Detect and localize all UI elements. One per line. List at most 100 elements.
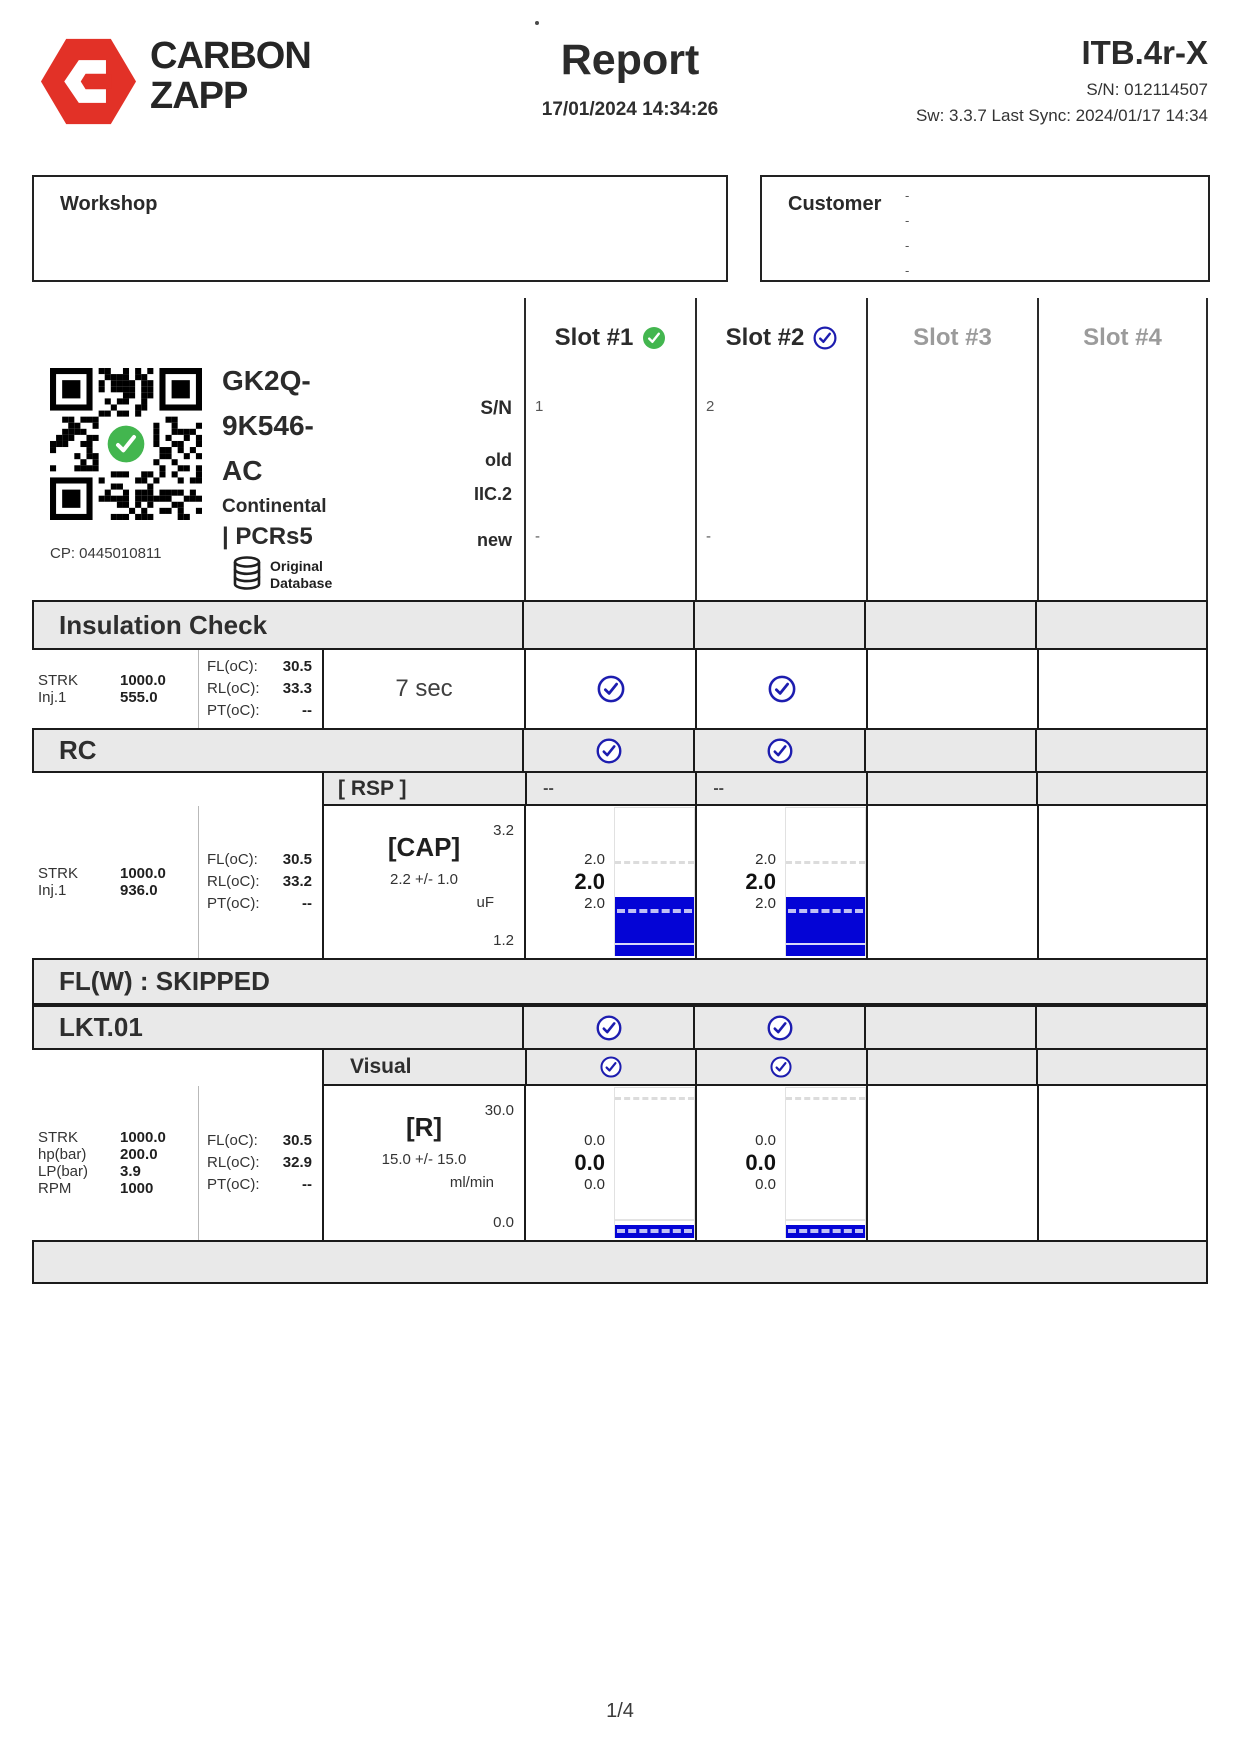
customer-dash: - xyxy=(905,263,910,278)
device-serial: S/N: 012114507 xyxy=(1086,80,1208,99)
rc-slot4-reading xyxy=(1037,806,1208,958)
section-bar-flw: FL(W) : SKIPPED xyxy=(32,958,1208,1005)
slot1-pass-check-icon xyxy=(642,326,666,350)
bar-slot4-cell xyxy=(1035,1007,1206,1048)
check-pass-icon xyxy=(767,1015,793,1041)
section-title: FL(W) : SKIPPED xyxy=(59,966,270,996)
measurement-gauge xyxy=(785,807,866,956)
rsp-slot2-value: -- xyxy=(713,779,724,797)
part-code-line: 9K546- xyxy=(222,410,314,441)
insulation-slot2-result xyxy=(695,650,866,728)
param-label: Inj.1 xyxy=(38,689,67,706)
rc-temps: FL(oC): 30.5 RL(oC): 33.2 PT(oC): -- xyxy=(198,806,322,958)
visual-label: Visual xyxy=(350,1055,412,1078)
slot2-sn-value: 2 xyxy=(706,398,715,415)
measurement-gauge xyxy=(614,807,695,956)
slot2-header-cell: Slot #2 2 - xyxy=(695,298,866,600)
table-bottom-band xyxy=(32,1240,1208,1284)
bar-slot3-cell xyxy=(864,1007,1035,1048)
rsp-slot1-value-cell: -- xyxy=(525,773,695,804)
scale-max: 3.2 xyxy=(493,822,514,839)
reading-numbers: 0.0 0.0 0.0 xyxy=(697,1086,785,1240)
lkt-data-row: STRK 1000.0 hp(bar) 200.0 LP(bar) 3.9 RPM 10… xyxy=(32,1086,1208,1240)
part-qr-code xyxy=(50,368,202,520)
db-label-line: Original xyxy=(270,558,323,574)
temp-value: 30.5 xyxy=(282,1132,312,1149)
slot3-label: Slot #3 xyxy=(913,324,992,351)
section-title: RC xyxy=(59,735,97,765)
customer-empty-fields: - - - - xyxy=(905,183,909,283)
brand-name: CARBON ZAPP xyxy=(150,36,312,116)
slot3-header-cell: Slot #3 xyxy=(866,298,1037,600)
device-sw-sync: Sw: 3.3.7 Last Sync: 2024/01/17 14:34 xyxy=(915,106,1208,125)
param-label: STRK xyxy=(38,1129,79,1146)
param-value: 3.9 xyxy=(120,1163,141,1180)
reading-lo: 0.0 xyxy=(755,1176,776,1193)
param-value: 936.0 xyxy=(120,882,158,899)
test-name: [CAP] xyxy=(387,832,461,862)
reading-lo: 0.0 xyxy=(584,1176,605,1193)
report-datetime: 17/01/2024 14:34:26 xyxy=(541,99,719,120)
lkt-visual-subheader: Visual xyxy=(322,1050,1208,1086)
part-code-line: AC xyxy=(222,455,263,486)
slot1-new-value: - xyxy=(535,528,540,545)
slot4-header-cell: Slot #4 xyxy=(1037,298,1208,600)
bar-slot2-cell xyxy=(693,730,864,771)
rc-rsp-subheader: [ RSP ] -- -- xyxy=(322,773,1208,806)
check-pass-icon xyxy=(770,1056,793,1078)
visual-slot1-cell xyxy=(525,1050,695,1084)
slot2-label: Slot #2 xyxy=(725,324,805,351)
database-source-label: Original Database xyxy=(270,558,332,592)
customer-dash: - xyxy=(905,213,910,228)
temp-label: RL(oC): xyxy=(207,1154,260,1171)
database-icon xyxy=(232,556,262,590)
slot1-title: Slot #1 xyxy=(526,324,695,352)
slot2-pass-check-icon xyxy=(813,326,837,350)
bar-slot4-cell xyxy=(1035,730,1206,771)
reading-numbers: 2.0 2.0 2.0 xyxy=(526,806,614,958)
rc-slot2-reading: 2.0 2.0 2.0 xyxy=(695,806,866,958)
param-label: RPM xyxy=(38,1180,72,1197)
customer-label: Customer xyxy=(788,193,882,215)
scale-min: 0.0 xyxy=(493,1214,514,1231)
reading-numbers: 0.0 0.0 0.0 xyxy=(526,1086,614,1240)
insulation-test-value: 7 sec xyxy=(395,675,453,702)
slot4-title: Slot #4 xyxy=(1039,324,1206,352)
part-code: GK2Q- 9K546- AC xyxy=(222,358,314,493)
param-value: 1000.0 xyxy=(120,672,166,689)
temp-label: RL(oC): xyxy=(207,873,260,890)
page-number: 1/4 xyxy=(606,1700,634,1722)
param-label: Inj.1 xyxy=(38,882,67,899)
section-title: LKT.01 xyxy=(59,1012,143,1042)
new-row-label: new xyxy=(476,530,512,550)
reading-avg: 0.0 xyxy=(745,1150,776,1175)
section-bar-insulation: Insulation Check xyxy=(32,600,1208,650)
insulation-temps: FL(oC): 30.5 RL(oC): 33.3 PT(oC): -- xyxy=(198,650,322,728)
customer-box: Customer - - - - xyxy=(760,175,1210,282)
temp-value: 30.5 xyxy=(282,851,312,868)
bar-slot4-cell xyxy=(1035,602,1206,648)
temp-label: FL(oC): xyxy=(207,1132,258,1149)
reading-hi: 0.0 xyxy=(755,1132,776,1149)
bar-slot3-cell xyxy=(864,730,1035,771)
slot-header-row: Slot #1 1 - Slot #2 2 - Slot #3 Slot #4 xyxy=(524,298,1208,600)
workshop-box: Workshop xyxy=(32,175,728,282)
lkt-test-stack: [R] 15.0 +/- 15.0 ml/min xyxy=(324,1112,524,1191)
lkt-test-cell: 30.0 [R] 15.0 +/- 15.0 ml/min 0.0 xyxy=(322,1086,524,1240)
bar-slot1-cell xyxy=(522,602,693,648)
test-name: [R] xyxy=(405,1112,443,1142)
test-spec: 15.0 +/- 15.0 xyxy=(381,1151,467,1168)
lkt-slot2-reading: 0.0 0.0 0.0 xyxy=(695,1086,866,1240)
section-bar-rc: RC xyxy=(32,728,1208,773)
temp-value: 32.9 xyxy=(282,1154,312,1171)
device-block: ITB.4r-X S/N: 012114507 Sw: 3.3.7 Last S… xyxy=(916,34,1208,126)
lkt-temps: FL(oC): 30.5 RL(oC): 32.9 PT(oC): -- xyxy=(198,1086,322,1240)
check-pass-icon xyxy=(596,738,622,764)
visual-slot3-cell xyxy=(865,1050,1036,1084)
temp-value: 33.3 xyxy=(282,680,312,697)
sn-row-label: S/N xyxy=(480,398,512,419)
reading-hi: 2.0 xyxy=(755,851,776,868)
scale-max: 30.0 xyxy=(484,1102,514,1119)
rsp-slot2-value-cell: -- xyxy=(695,773,865,804)
slot4-label: Slot #4 xyxy=(1083,324,1162,351)
